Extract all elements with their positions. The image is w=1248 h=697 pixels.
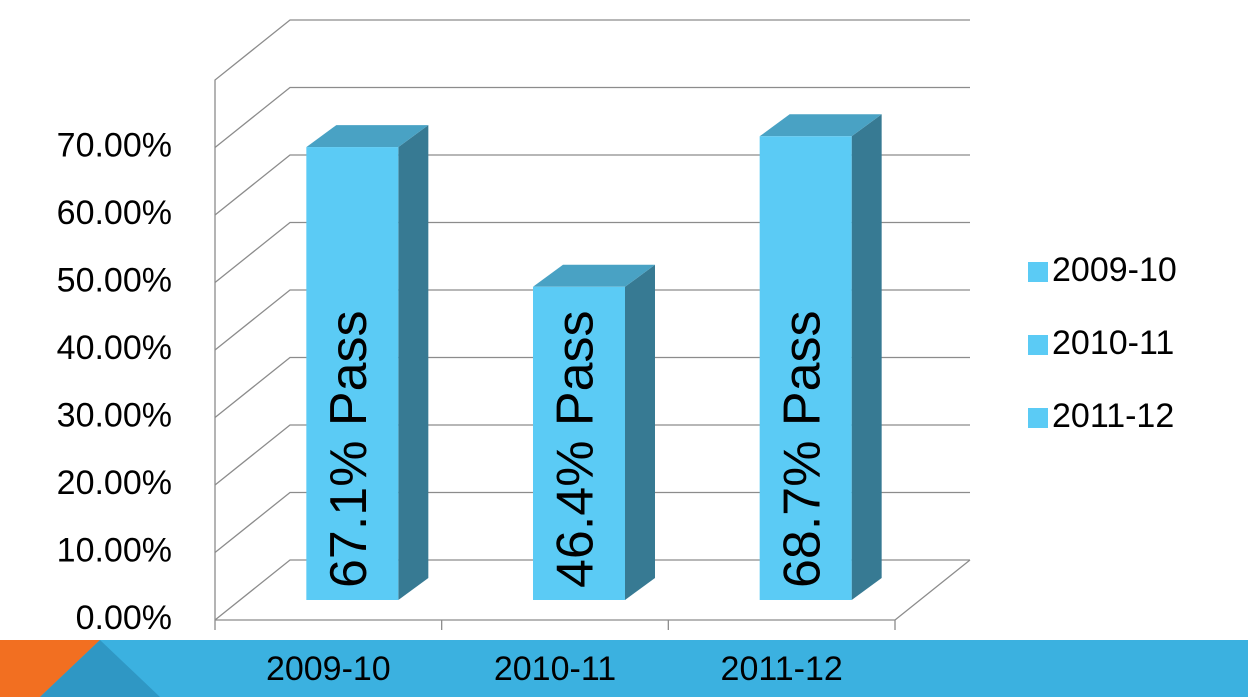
banner-accent (40, 640, 160, 697)
y-tick-label: 70.00% (57, 126, 172, 164)
grid-line (214, 559, 970, 621)
legend-swatch (1028, 408, 1048, 428)
grid-line (214, 491, 970, 554)
banner (0, 640, 1248, 697)
banner-accent (0, 640, 100, 697)
y-tick-label: 0.00% (76, 599, 172, 637)
grid-line (214, 356, 970, 419)
legend-label: 2010-11 (1052, 324, 1174, 362)
legend-label: 2009-10 (1052, 251, 1177, 289)
bar-top (533, 264, 655, 287)
y-tick-label: 30.00% (57, 396, 172, 434)
grid-line (214, 86, 970, 149)
y-tick-label: 50.00% (57, 261, 172, 299)
data-label: 68.7% Pass (773, 310, 831, 588)
legend-label: 2011-12 (1052, 397, 1174, 435)
bar (759, 136, 852, 600)
legend-swatch (1028, 262, 1048, 282)
bar (306, 147, 399, 600)
grid-line (214, 424, 970, 486)
x-tick-label: 2009-10 (266, 650, 391, 688)
grid-line (214, 221, 970, 284)
data-label: 46.4% Pass (547, 311, 605, 589)
y-tick-label: 20.00% (57, 464, 172, 502)
bar-top (759, 114, 882, 137)
x-tick-label: 2011-12 (721, 650, 843, 688)
x-tick-label: 2010-11 (494, 650, 616, 688)
grid-line (214, 154, 970, 216)
y-tick-label: 10.00% (57, 531, 172, 569)
bar-side (398, 125, 429, 600)
data-label: 67.1% Pass (320, 310, 378, 588)
y-tick-label: 40.00% (57, 329, 172, 367)
bar-side (625, 264, 655, 600)
bar (533, 286, 625, 600)
bar-top (306, 125, 429, 148)
grid-line (214, 289, 970, 351)
legend-swatch (1028, 335, 1048, 355)
bar-side (851, 114, 882, 601)
y-tick-label: 60.00% (57, 194, 172, 232)
